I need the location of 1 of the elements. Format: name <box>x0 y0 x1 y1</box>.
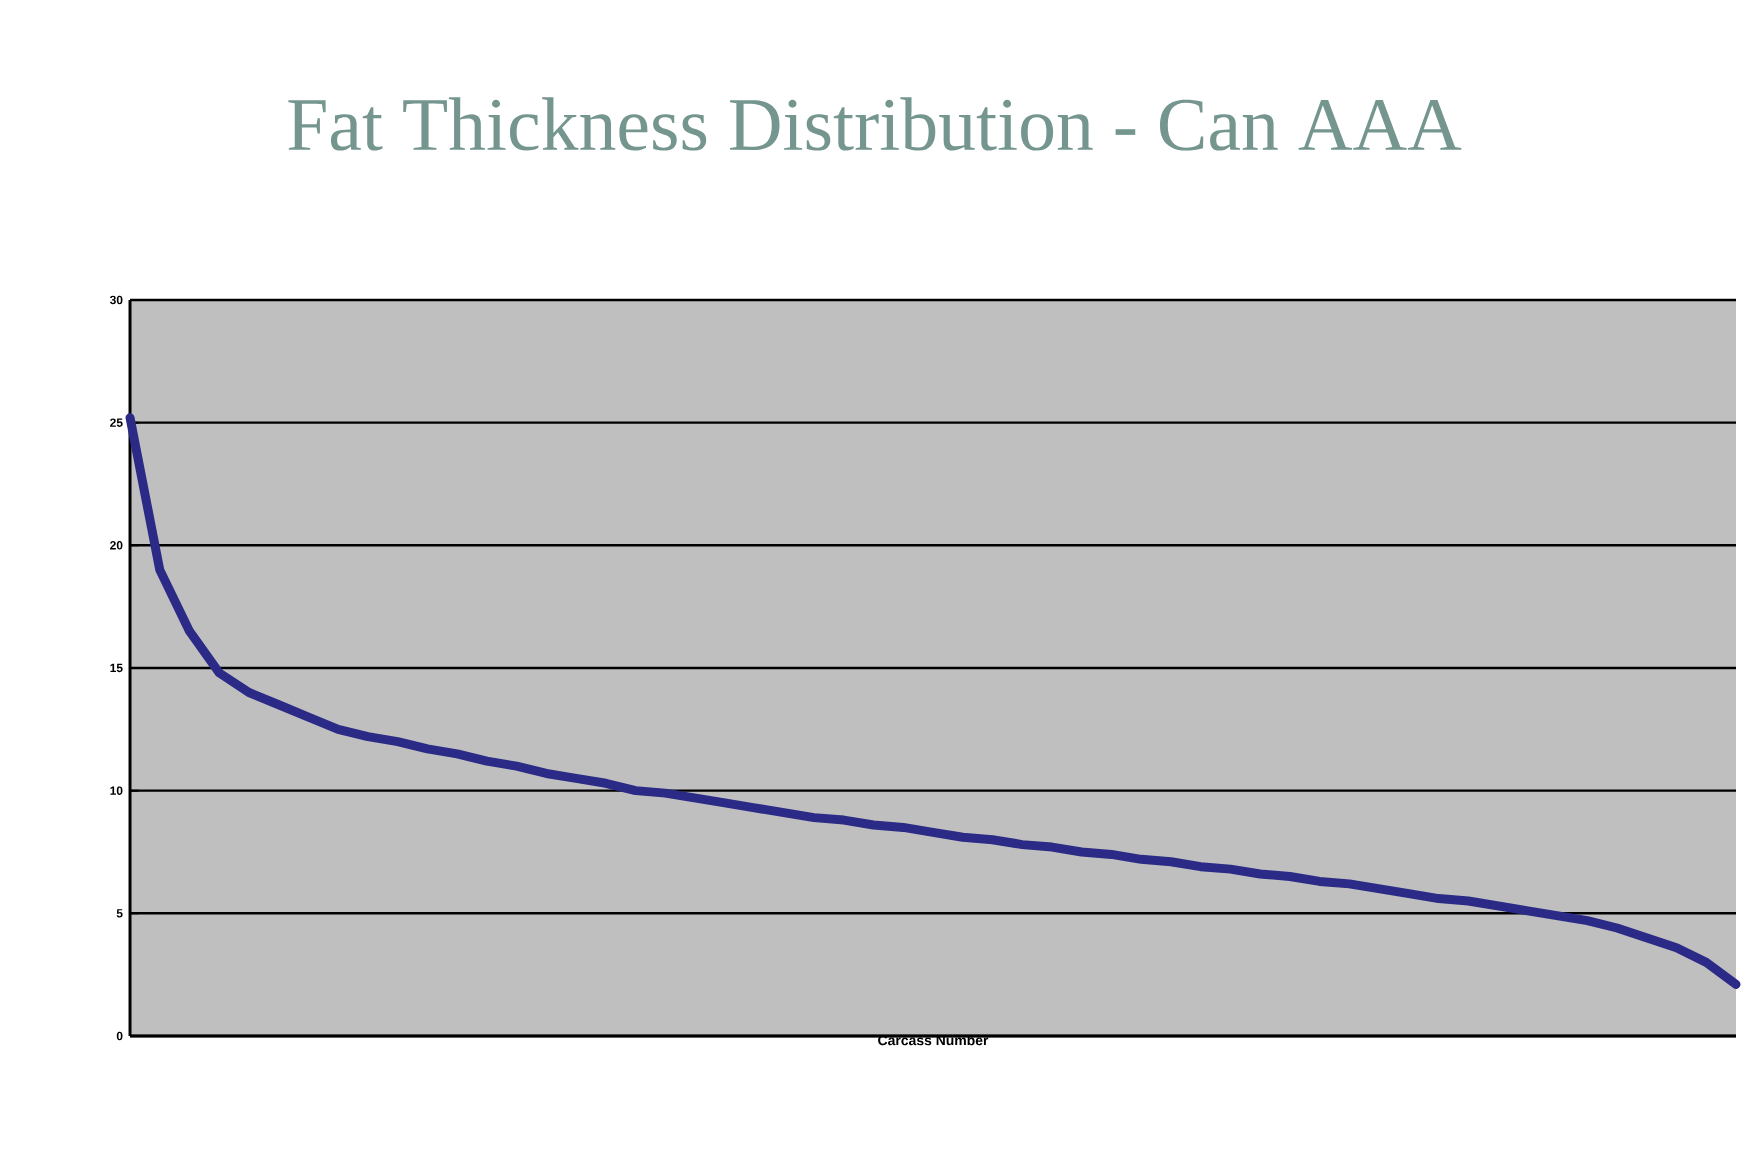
chart-title: Fat Thickness Distribution - Can AAA <box>288 97 1462 151</box>
